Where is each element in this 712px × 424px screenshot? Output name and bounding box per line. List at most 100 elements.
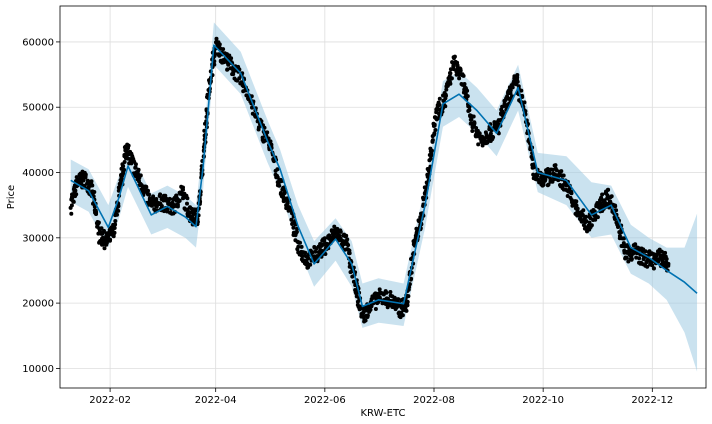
observed-point [574,203,579,208]
observed-point [643,249,648,254]
observed-point [237,76,242,81]
observed-point [291,225,296,230]
observed-point [74,192,79,197]
observed-point [92,190,97,194]
observed-point [185,201,189,206]
observed-point [488,131,493,136]
observed-point [522,100,527,105]
observed-point [121,164,126,169]
observed-point [377,287,382,292]
y-tick-label: 40000 [22,168,54,179]
observed-point [94,212,98,216]
observed-point [444,93,448,98]
observed-point [281,186,286,191]
observed-point [388,290,393,294]
observed-point [225,67,230,72]
observed-point [400,313,405,318]
observed-point [605,193,610,198]
observed-point [308,262,313,267]
observed-point [616,225,620,229]
observed-point [430,139,435,144]
observed-point [126,143,131,148]
y-axis-label: Price [6,185,17,209]
observed-point [396,297,401,302]
observed-point [294,229,299,234]
observed-point [663,254,668,259]
observed-point [609,194,614,199]
observed-point [650,263,655,268]
observed-point [645,264,650,269]
observed-point [581,208,586,213]
observed-point [432,123,437,128]
observed-point [202,128,207,133]
observed-point [368,307,373,312]
observed-point [622,236,626,241]
y-tick-label: 60000 [22,37,54,48]
observed-point [181,187,185,192]
observed-point [458,66,463,71]
observed-point [175,202,180,207]
observed-point [443,104,448,109]
observed-point [404,308,409,313]
observed-point [158,192,163,197]
observed-point [520,93,525,98]
observed-point [282,191,287,196]
observed-point [122,167,127,172]
observed-point [116,208,121,213]
observed-point [469,117,474,122]
observed-point [295,247,300,252]
observed-point [589,223,594,228]
x-axis-ticks: 2022-02 2022-04 2022-06 2022-08 2022-10 2022-… [89,388,673,406]
observed-point [437,96,442,101]
observed-point [136,167,141,172]
observed-point [99,226,104,231]
observed-point [457,76,462,81]
observed-point [111,234,116,239]
observed-point [149,203,154,208]
observed-point [629,256,634,261]
observed-point [553,163,558,168]
observed-point [185,196,190,201]
observed-point [448,71,453,76]
observed-point [548,177,553,181]
y-tick-label: 10000 [22,364,54,375]
observed-point [515,79,520,84]
observed-point [508,88,513,93]
observed-point [306,256,311,261]
observed-point [606,187,611,192]
observed-point [561,173,566,178]
observed-point [108,238,112,243]
observed-point [277,183,282,188]
y-tick-label: 50000 [22,103,54,114]
observed-point [250,105,254,110]
observed-point [569,189,574,194]
observed-point [663,250,668,255]
observed-point [102,246,107,251]
observed-point [448,67,453,72]
grid-lines [60,6,706,388]
observed-point [587,220,592,225]
observed-point [83,172,88,177]
observed-point [159,204,164,208]
observed-point [313,249,318,254]
observed-point [448,81,453,86]
observed-point [532,165,537,170]
observed-point [373,307,378,311]
observed-point [444,87,449,92]
observed-point [265,130,270,135]
observed-point [564,183,569,188]
observed-point [634,255,639,260]
observed-point [151,194,156,199]
observed-point [531,172,536,177]
observed-point [462,82,467,86]
observed-point [430,148,434,153]
x-tick-label: 2022-04 [195,395,237,406]
observed-point [363,318,368,323]
observed-point [574,199,579,204]
observed-point [480,143,485,148]
observed-point [167,196,172,201]
observed-point [467,104,472,109]
x-tick-label: 2022-06 [304,395,346,406]
plot-frame [59,5,707,389]
